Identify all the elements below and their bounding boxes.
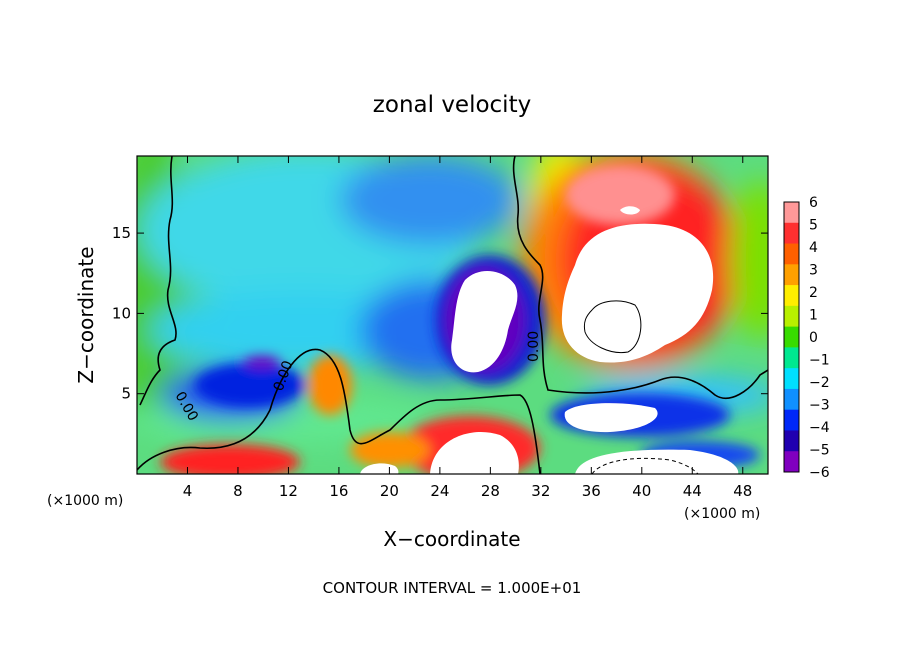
zero-contour-left xyxy=(139,156,177,406)
thin-contour-core xyxy=(583,300,642,354)
colorbar-swatch-10 xyxy=(784,409,799,431)
colorbar-swatch-9 xyxy=(784,388,799,411)
contour-label-2: 0.00 xyxy=(526,331,542,362)
colorbar-label-10: −4 xyxy=(809,420,830,436)
colorbar-swatch-5 xyxy=(784,305,799,328)
colorbar-swatch-8 xyxy=(784,368,799,390)
dashed-contour-surface xyxy=(591,457,699,474)
upper-blue-region xyxy=(340,156,520,245)
contour-interval-footer: CONTOUR INTERVAL = 1.000E+01 xyxy=(323,579,582,597)
zero-contour-lower xyxy=(137,348,541,474)
y-tick-label-2: 15 xyxy=(112,224,131,242)
surface-orange-mid xyxy=(308,355,352,415)
colorbar-label-1: 5 xyxy=(809,218,818,234)
surface-white-center xyxy=(430,431,519,474)
y-axis-label: Z−coordinate xyxy=(74,246,98,383)
colorbar-label-12: −6 xyxy=(809,465,830,481)
colorbar-swatch-7 xyxy=(784,347,799,369)
colorbar-label-5: 1 xyxy=(809,308,818,324)
colorbar-label-9: −3 xyxy=(809,398,830,414)
x-tick-label-9: 40 xyxy=(632,482,651,500)
y-tick-label-0: 5 xyxy=(121,385,131,403)
surface-white-right xyxy=(575,449,739,474)
colorbar: 6 5 4 3 2 1 0 −1 −2 −3 −4 −5 −6 xyxy=(783,195,830,481)
colorbar-swatch-11 xyxy=(784,430,799,452)
surface-orange-center xyxy=(350,432,430,468)
x-tick-label-7: 32 xyxy=(531,482,550,500)
saturation-white-regions xyxy=(360,206,739,474)
x-tick-label-2: 12 xyxy=(279,482,298,500)
x-tick-label-1: 8 xyxy=(233,482,243,500)
x-tick-label-5: 24 xyxy=(430,482,449,500)
surface-red-left xyxy=(160,444,300,474)
x-axis-label: X−coordinate xyxy=(383,527,520,551)
colorbar-swatch-1 xyxy=(784,222,799,245)
y-axis-ticks: 5 10 15 xyxy=(112,224,768,403)
colorbar-label-0: 6 xyxy=(809,195,818,211)
colorbar-swatch-3 xyxy=(784,264,799,286)
colorbar-label-7: −1 xyxy=(809,353,830,369)
y-tick-label-1: 10 xyxy=(112,304,131,322)
zero-contours xyxy=(137,156,768,474)
chart-title: zonal velocity xyxy=(373,92,531,118)
zero-contour-right xyxy=(512,156,768,399)
x-axis-ticks: 4 8 12 16 20 24 28 32 36 40 44 48 xyxy=(183,156,752,500)
left-purple-core xyxy=(244,356,280,368)
plot-frame xyxy=(136,155,769,475)
x-tick-label-8: 36 xyxy=(582,482,601,500)
colorbar-label-11: −5 xyxy=(809,443,830,459)
colorbar-swatch-12 xyxy=(784,451,799,473)
left-blue-jet xyxy=(195,363,305,407)
colorbar-swatch-2 xyxy=(784,243,799,265)
positive-core-white xyxy=(561,223,714,363)
colorbar-frame xyxy=(783,201,800,473)
x-tick-label-6: 28 xyxy=(481,482,500,500)
negative-core-white xyxy=(451,270,518,373)
x-tick-label-10: 44 xyxy=(683,482,702,500)
x-tick-label-0: 4 xyxy=(183,482,193,500)
x-unit-label-left: (×1000 m) xyxy=(47,493,123,509)
x-tick-label-11: 48 xyxy=(733,482,752,500)
x-tick-label-4: 20 xyxy=(380,482,399,500)
top-right-white xyxy=(620,206,640,215)
colorbar-label-6: 0 xyxy=(809,330,818,346)
far-right-green xyxy=(730,180,768,340)
upper-right-pink xyxy=(565,165,675,225)
z-unit-label-right: (×1000 m) xyxy=(684,506,760,522)
x-tick-label-3: 16 xyxy=(329,482,348,500)
lower-white-band xyxy=(564,403,658,433)
field-heatmap: 0.00 0.00 0.00 xyxy=(137,156,768,474)
surface-white-left xyxy=(360,463,399,474)
colorbar-swatch-4 xyxy=(784,285,799,307)
colorbar-swatch-6 xyxy=(784,326,799,348)
colorbar-label-2: 4 xyxy=(809,240,818,256)
colorbar-swatch-0 xyxy=(784,202,799,224)
colorbar-label-3: 3 xyxy=(809,263,818,279)
colorbar-label-4: 2 xyxy=(809,285,818,301)
colorbar-label-8: −2 xyxy=(809,375,830,391)
